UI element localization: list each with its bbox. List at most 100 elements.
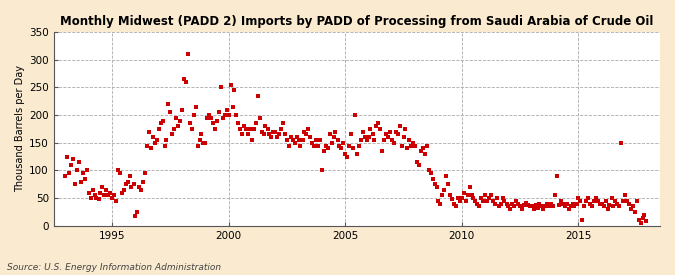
Point xyxy=(338,141,349,145)
Point xyxy=(324,132,335,137)
Point xyxy=(359,135,370,139)
Point xyxy=(431,185,442,189)
Point xyxy=(266,135,277,139)
Point xyxy=(435,202,446,206)
Point xyxy=(305,135,316,139)
Point xyxy=(259,132,269,137)
Point xyxy=(593,199,603,203)
Point xyxy=(451,204,462,209)
Point xyxy=(583,196,593,200)
Point xyxy=(274,132,285,137)
Point xyxy=(641,219,652,224)
Point xyxy=(128,182,139,186)
Point xyxy=(390,130,401,134)
Point xyxy=(377,149,387,153)
Point xyxy=(231,113,242,117)
Point xyxy=(522,203,533,207)
Point xyxy=(169,127,180,131)
Point xyxy=(408,141,418,145)
Point xyxy=(379,138,389,142)
Point xyxy=(622,199,632,203)
Point xyxy=(464,185,475,189)
Point xyxy=(198,141,209,145)
Point xyxy=(478,199,489,203)
Point xyxy=(346,132,356,137)
Point xyxy=(524,204,535,209)
Point xyxy=(221,107,232,112)
Point xyxy=(233,121,244,126)
Point xyxy=(437,193,448,198)
Point xyxy=(146,146,157,150)
Point xyxy=(270,130,281,134)
Point xyxy=(153,127,164,131)
Point xyxy=(155,121,166,126)
Point xyxy=(68,157,78,162)
Point xyxy=(532,206,543,210)
Point xyxy=(383,135,394,139)
Point xyxy=(470,199,481,203)
Point xyxy=(460,199,471,203)
Point xyxy=(540,204,551,209)
Point xyxy=(402,146,413,150)
Point xyxy=(161,138,172,142)
Point xyxy=(633,218,644,222)
Point xyxy=(637,215,648,220)
Point xyxy=(342,155,352,159)
Point xyxy=(491,196,502,200)
Point xyxy=(439,188,450,192)
Point xyxy=(612,202,623,206)
Point xyxy=(526,204,537,209)
Point xyxy=(493,204,504,209)
Point xyxy=(485,193,496,198)
Point xyxy=(213,110,224,114)
Point xyxy=(350,113,360,117)
Point xyxy=(567,202,578,206)
Point xyxy=(558,202,568,206)
Text: Source: U.S. Energy Information Administration: Source: U.S. Energy Information Administ… xyxy=(7,263,221,272)
Point xyxy=(286,135,296,139)
Point xyxy=(515,204,526,209)
Point xyxy=(585,202,595,206)
Point xyxy=(626,207,637,211)
Point xyxy=(562,202,572,206)
Point xyxy=(62,155,73,159)
Point xyxy=(425,171,436,175)
Point xyxy=(223,113,234,117)
Point xyxy=(474,204,485,209)
Point xyxy=(202,116,213,120)
Point xyxy=(340,152,350,156)
Point xyxy=(144,130,155,134)
Point xyxy=(206,116,217,120)
Point xyxy=(484,196,495,200)
Point xyxy=(565,204,576,209)
Point xyxy=(82,168,92,173)
Point xyxy=(404,138,414,142)
Point xyxy=(200,141,211,145)
Point xyxy=(250,121,261,126)
Point xyxy=(109,193,119,198)
Point xyxy=(292,135,302,139)
Point xyxy=(400,127,411,131)
Point xyxy=(229,88,240,92)
Point xyxy=(237,132,248,137)
Point xyxy=(103,193,113,198)
Point xyxy=(147,135,158,139)
Point xyxy=(606,196,617,200)
Point xyxy=(396,143,407,148)
Point xyxy=(60,174,71,178)
Point xyxy=(151,138,162,142)
Point xyxy=(489,202,500,206)
Point xyxy=(348,146,358,150)
Point xyxy=(441,174,452,178)
Point xyxy=(113,168,124,173)
Point xyxy=(239,124,250,128)
Point xyxy=(91,196,102,200)
Point xyxy=(299,130,310,134)
Point xyxy=(629,210,640,214)
Point xyxy=(165,110,176,114)
Point xyxy=(332,138,343,142)
Point xyxy=(417,146,428,150)
Point xyxy=(217,116,228,120)
Point xyxy=(140,171,151,175)
Point xyxy=(344,143,354,148)
